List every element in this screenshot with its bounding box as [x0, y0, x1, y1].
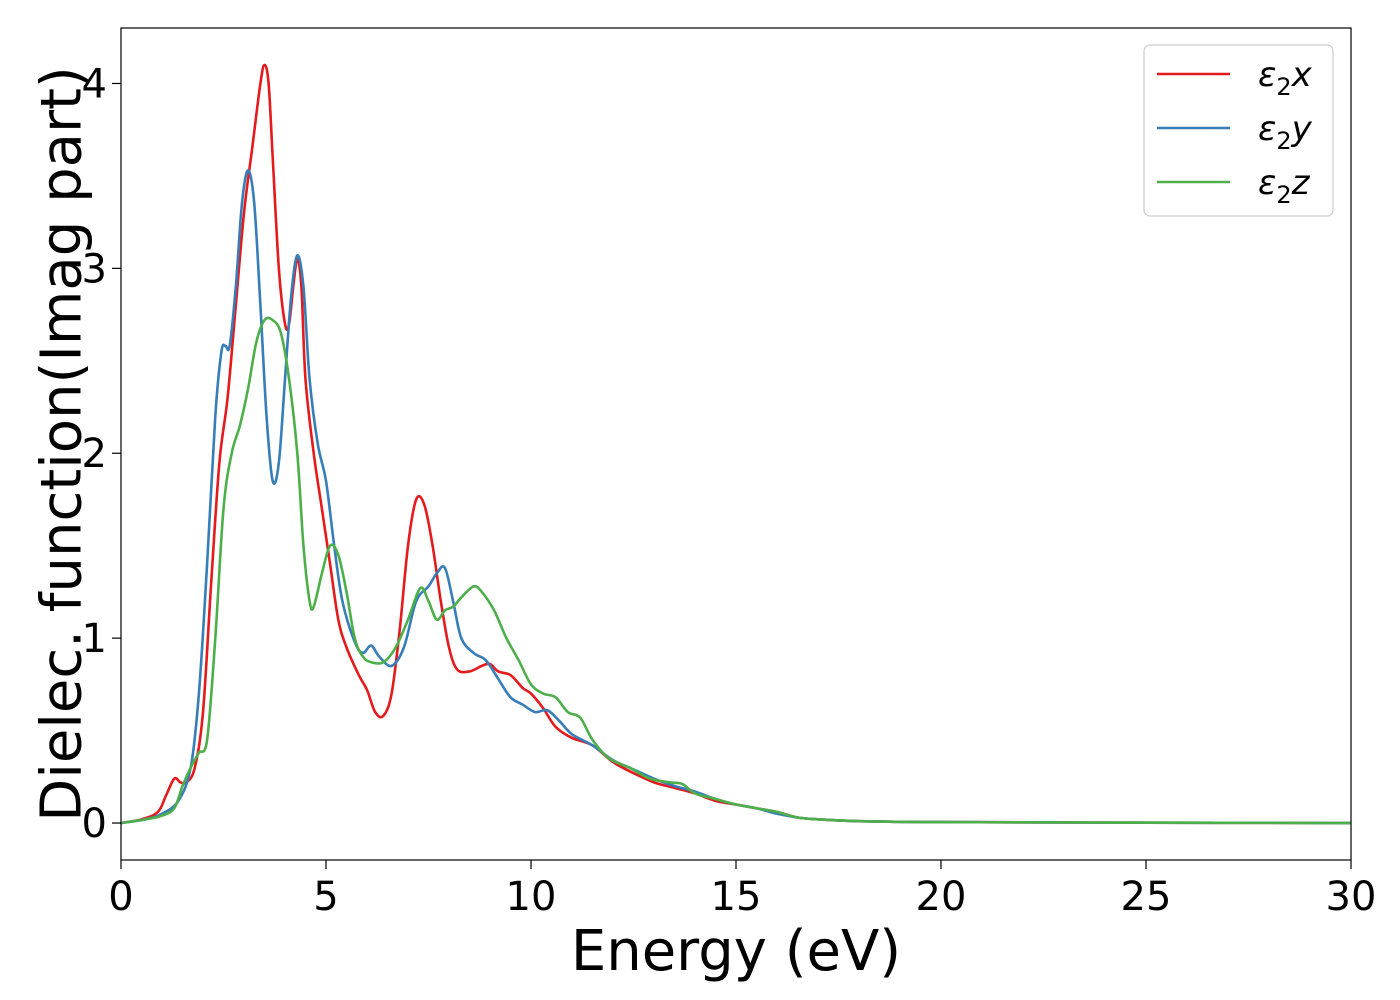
- y-axis-label: Dielec. function(Imag part): [30, 66, 95, 822]
- x-axis-label: Energy (eV): [571, 919, 901, 984]
- legend-label-x: ε2x: [1258, 55, 1313, 101]
- y-tick-label: 1: [82, 616, 107, 662]
- x-tick-label: 30: [1326, 874, 1377, 920]
- legend: ε2x ε2y ε2z: [1143, 44, 1334, 217]
- ticks-layer: 0 5 10 15 20 25 30 0 1 2 3 4: [82, 61, 1377, 920]
- x-tick-label: 20: [916, 874, 967, 920]
- x-tick-label: 10: [506, 874, 557, 920]
- y-tick-label: 0: [82, 801, 107, 847]
- x-tick-label: 25: [1121, 874, 1172, 920]
- legend-box: [1143, 44, 1334, 217]
- x-tick-label: 0: [108, 874, 133, 920]
- series-layer: [121, 63, 1351, 825]
- legend-label-y: ε2y: [1258, 109, 1313, 155]
- x-tick-label: 15: [711, 874, 762, 920]
- x-tick-label: 5: [313, 874, 338, 920]
- legend-label-z: ε2z: [1258, 163, 1311, 209]
- y-tick-label: 4: [82, 61, 107, 107]
- series-line-z: [121, 316, 1351, 825]
- series-line-x: [121, 63, 1351, 825]
- y-tick-label: 3: [82, 246, 107, 292]
- y-tick-label: 2: [82, 431, 107, 477]
